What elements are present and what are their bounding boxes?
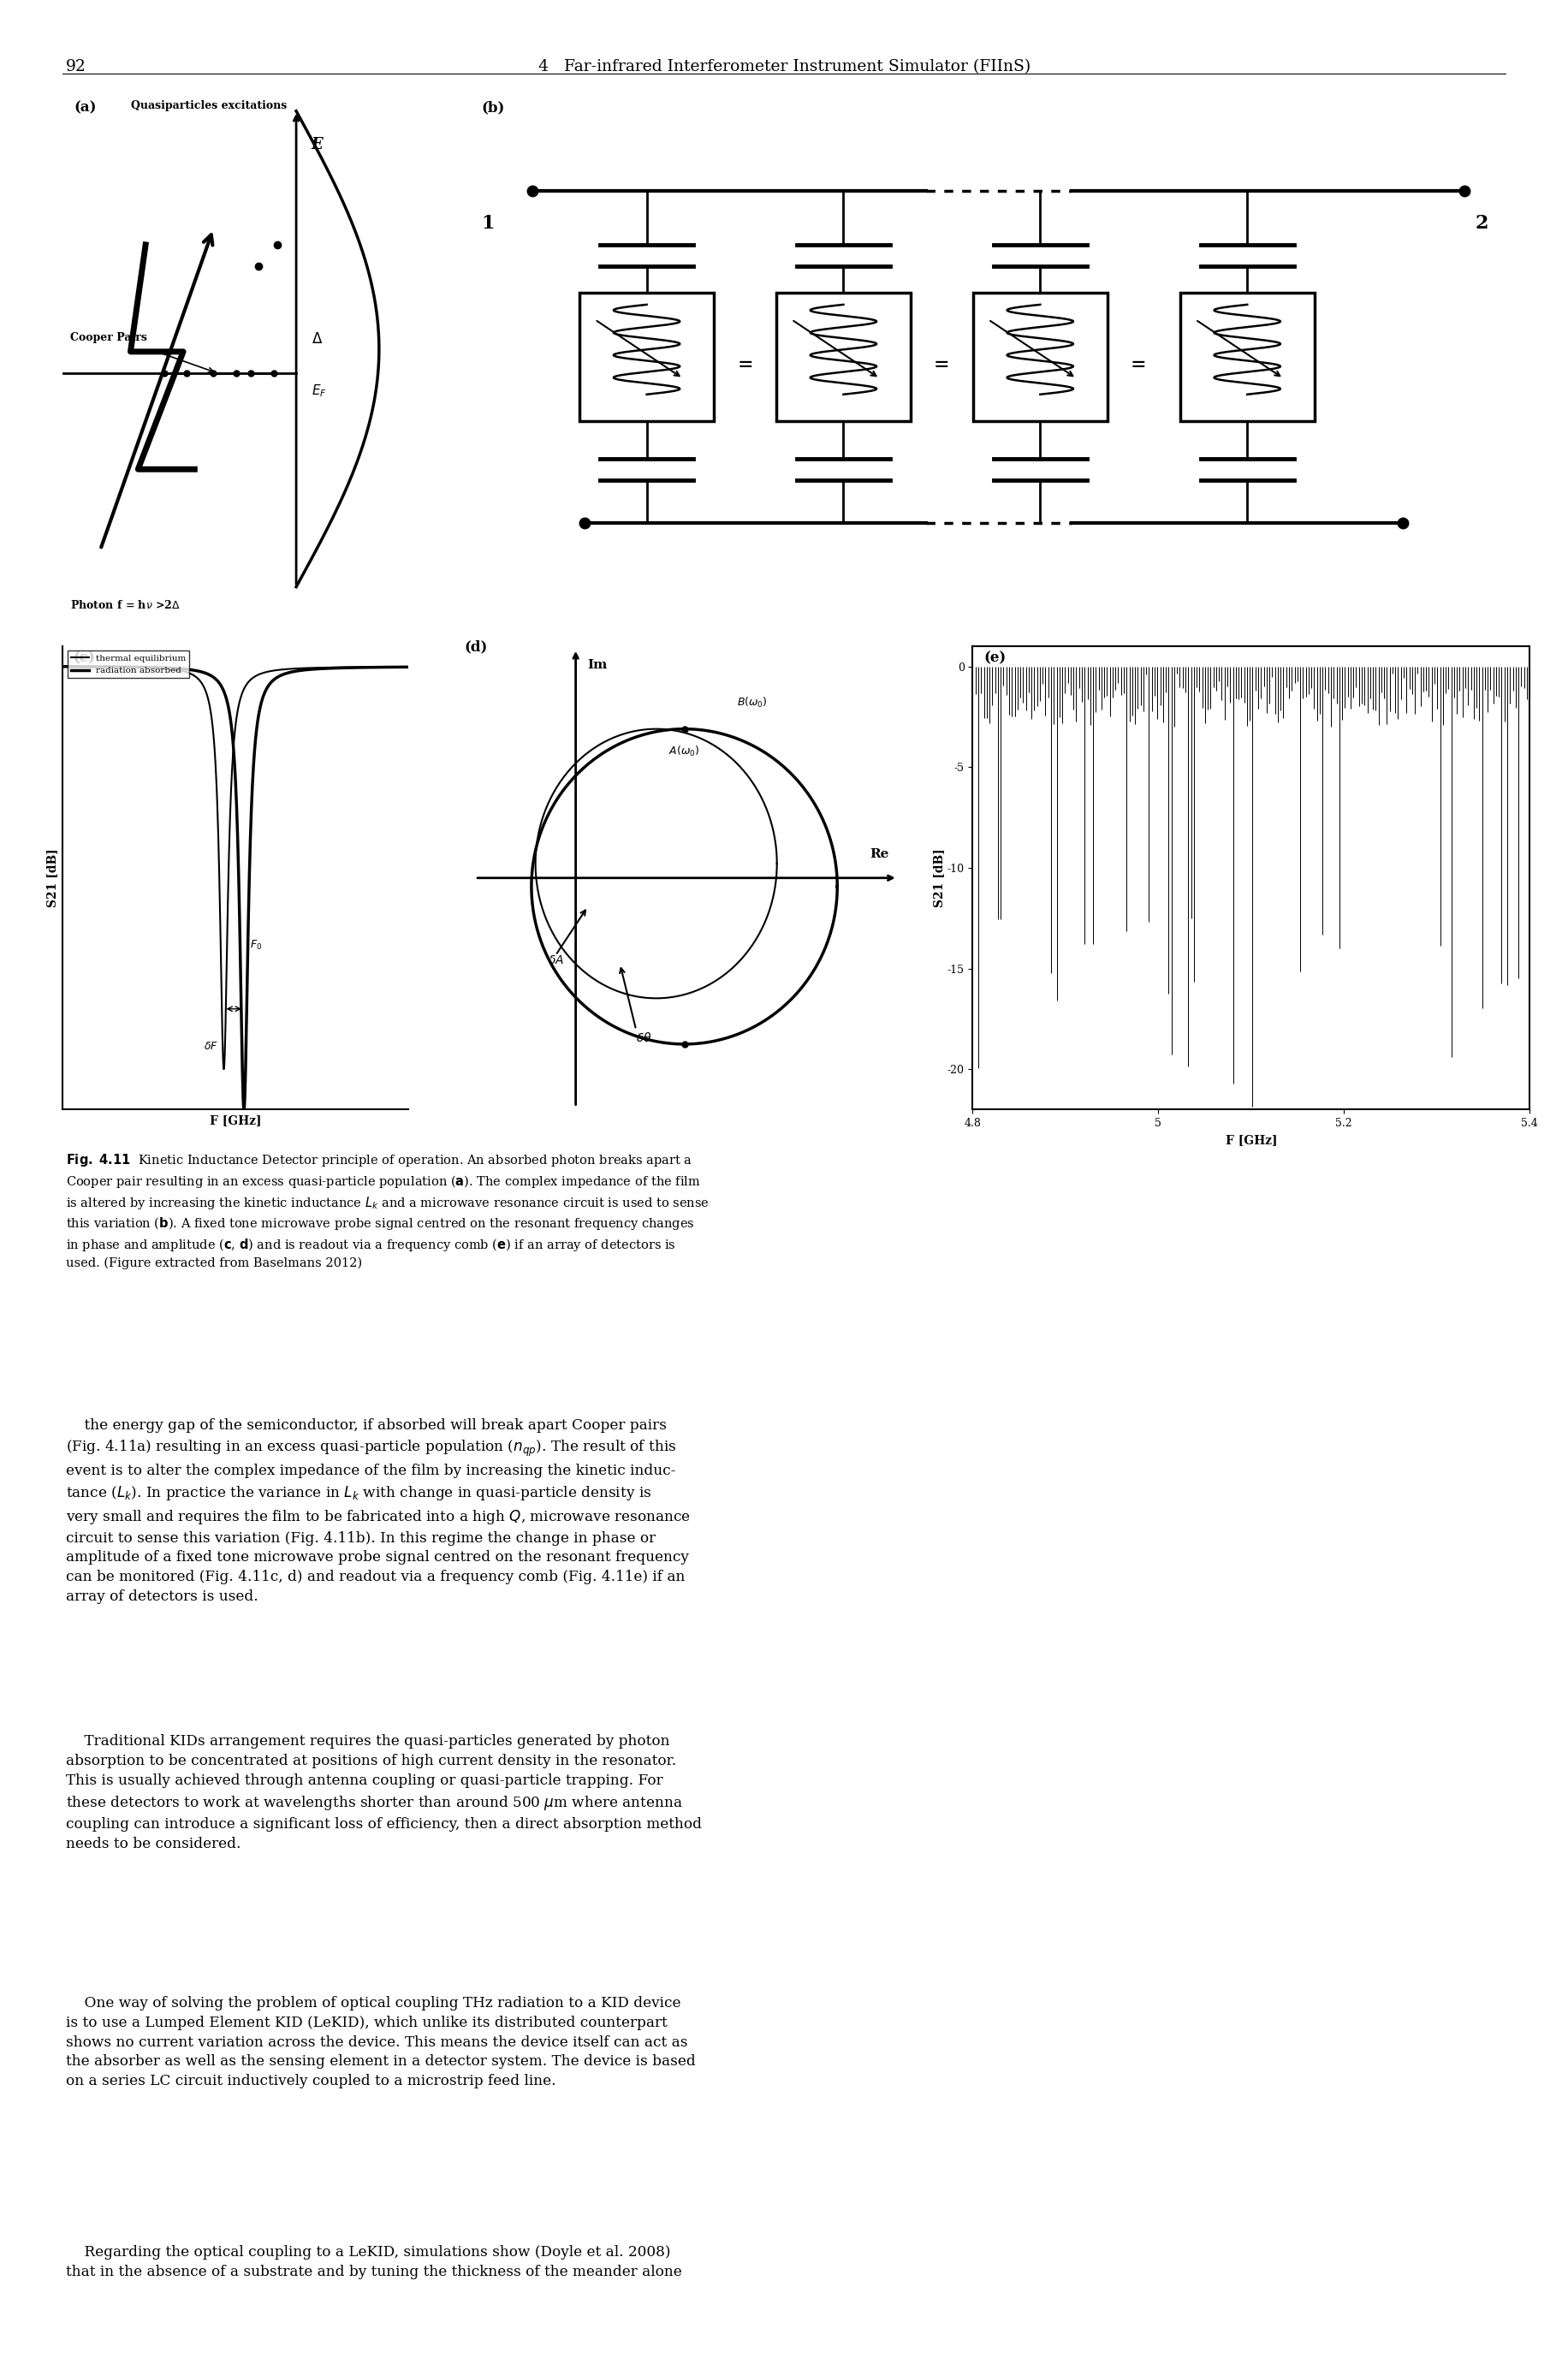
Text: $\delta A$: $\delta A$ — [547, 955, 563, 967]
Text: (b): (b) — [481, 100, 505, 114]
Text: One way of solving the problem of optical coupling THz radiation to a KID device: One way of solving the problem of optica… — [66, 1996, 695, 2089]
Y-axis label: S21 [dB]: S21 [dB] — [933, 848, 944, 908]
Text: $A(\omega_0)$: $A(\omega_0)$ — [668, 744, 699, 758]
Text: $\delta F$: $\delta F$ — [204, 1041, 218, 1053]
Text: $F_0$: $F_0$ — [249, 939, 262, 953]
Bar — [972, 292, 1107, 421]
Text: Quasiparticles excitations: Quasiparticles excitations — [130, 100, 287, 112]
Text: Re: Re — [869, 848, 887, 860]
Text: (e): (e) — [983, 651, 1005, 665]
Bar — [1179, 292, 1314, 421]
Bar — [579, 292, 713, 421]
Text: Im: Im — [588, 661, 607, 672]
Text: 4   Far-infrared Interferometer Instrument Simulator (FIInS): 4 Far-infrared Interferometer Instrument… — [538, 59, 1030, 74]
X-axis label: F [GHz]: F [GHz] — [209, 1114, 262, 1126]
Y-axis label: S21 [dB]: S21 [dB] — [45, 848, 58, 908]
Text: $B(\omega_0)$: $B(\omega_0)$ — [737, 696, 767, 710]
Text: =: = — [1131, 356, 1146, 375]
Text: =: = — [737, 356, 753, 375]
Text: the energy gap of the semiconductor, if absorbed will break apart Cooper pairs
(: the energy gap of the semiconductor, if … — [66, 1418, 690, 1604]
Text: Regarding the optical coupling to a LeKID, simulations show (Doyle et al. 2008)
: Regarding the optical coupling to a LeKI… — [66, 2245, 682, 2279]
Text: Cooper Pairs: Cooper Pairs — [71, 333, 147, 345]
Text: (c): (c) — [74, 651, 96, 665]
Text: =: = — [933, 356, 949, 375]
Text: $\delta\theta$: $\delta\theta$ — [635, 1031, 652, 1043]
Text: Photon f = h$\nu$ >2$\Delta$: Photon f = h$\nu$ >2$\Delta$ — [71, 599, 180, 611]
Text: E: E — [310, 135, 323, 152]
Bar — [776, 292, 909, 421]
Text: $\mathbf{Fig.\ 4.11}$  Kinetic Inductance Detector principle of operation. An ab: $\mathbf{Fig.\ 4.11}$ Kinetic Inductance… — [66, 1152, 709, 1269]
Text: 1: 1 — [481, 214, 494, 233]
Text: (a): (a) — [74, 100, 97, 114]
Text: 92: 92 — [66, 59, 86, 74]
Text: 2: 2 — [1474, 214, 1488, 233]
X-axis label: F [GHz]: F [GHz] — [1225, 1133, 1276, 1145]
Text: Traditional KIDs arrangement requires the quasi-particles generated by photon
ab: Traditional KIDs arrangement requires th… — [66, 1734, 701, 1851]
Text: $\Delta$: $\Delta$ — [310, 333, 323, 347]
Text: $E_F$: $E_F$ — [310, 383, 326, 399]
Legend: thermal equilibrium, radiation absorbed: thermal equilibrium, radiation absorbed — [67, 651, 190, 677]
Text: (d): (d) — [464, 639, 488, 653]
